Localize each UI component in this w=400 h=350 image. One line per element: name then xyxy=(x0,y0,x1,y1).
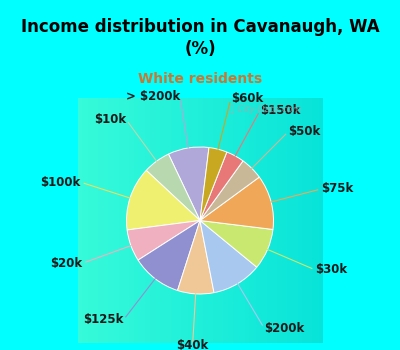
Text: $40k: $40k xyxy=(176,339,209,350)
Wedge shape xyxy=(127,220,200,260)
Wedge shape xyxy=(200,220,273,267)
Wedge shape xyxy=(126,170,200,230)
Text: White residents: White residents xyxy=(138,72,262,86)
Text: $100k: $100k xyxy=(40,176,80,189)
Wedge shape xyxy=(168,147,209,220)
Text: Income distribution in Cavanaugh, WA
(%): Income distribution in Cavanaugh, WA (%) xyxy=(21,18,379,58)
Wedge shape xyxy=(200,220,257,293)
Text: $20k: $20k xyxy=(50,257,82,270)
Wedge shape xyxy=(200,148,227,220)
Text: > $200k: > $200k xyxy=(126,90,180,103)
Text: $150k: $150k xyxy=(260,104,300,117)
Text: $125k: $125k xyxy=(83,313,124,327)
Text: $10k: $10k xyxy=(94,113,126,126)
Text: $60k: $60k xyxy=(231,92,263,105)
Wedge shape xyxy=(146,154,200,220)
Wedge shape xyxy=(200,161,259,220)
Text: $200k: $200k xyxy=(264,322,304,335)
Wedge shape xyxy=(178,220,214,294)
Wedge shape xyxy=(200,177,274,230)
Text: $50k: $50k xyxy=(288,125,321,138)
Wedge shape xyxy=(200,152,243,220)
Text: $30k: $30k xyxy=(315,264,348,276)
Wedge shape xyxy=(138,220,200,290)
Text: ⓘ City-Data.com: ⓘ City-Data.com xyxy=(230,105,302,114)
Text: $75k: $75k xyxy=(321,182,354,195)
